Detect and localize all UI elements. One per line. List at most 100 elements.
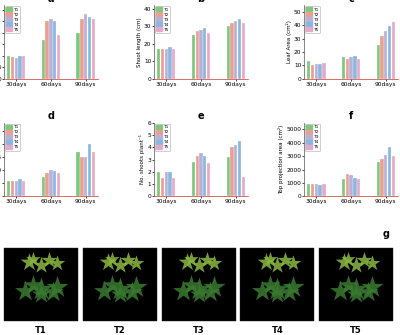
Point [274,291,281,297]
Point [266,282,273,288]
Point [345,282,352,288]
Text: T3: T3 [193,326,204,335]
Bar [380,159,384,196]
Point [345,257,352,262]
Bar [88,16,91,79]
Point [117,262,123,268]
Bar [11,57,14,79]
Point [117,291,123,297]
Text: b: b [198,0,204,4]
FancyBboxPatch shape [319,248,393,321]
FancyBboxPatch shape [4,248,78,321]
Point [109,257,115,262]
Bar [242,177,245,196]
Bar [311,184,314,196]
Bar [57,35,60,79]
Bar [238,19,241,79]
Bar [161,49,164,79]
Bar [157,172,160,196]
Point [258,288,265,293]
Bar [76,33,80,79]
Bar [238,141,241,196]
Text: T1: T1 [35,326,47,335]
Bar [392,22,395,79]
Text: e: e [198,111,204,121]
Bar [346,59,349,79]
Bar [242,22,245,79]
Point [361,258,367,263]
Y-axis label: Leaf Area (cm²): Leaf Area (cm²) [286,20,292,63]
Bar [7,56,10,79]
Bar [18,56,22,79]
Point [365,290,371,295]
Bar [388,26,391,79]
Bar [207,33,210,79]
Bar [18,179,22,196]
Text: c: c [348,0,354,4]
Bar [49,19,52,79]
Point [196,286,202,291]
Point [353,286,360,291]
Point [262,260,269,265]
Point [50,290,56,295]
Point [184,260,190,265]
Bar [22,181,25,196]
FancyBboxPatch shape [83,248,157,321]
Bar [14,58,18,79]
Point [207,290,214,295]
Point [38,262,44,268]
Bar [353,56,356,79]
Bar [322,184,326,196]
Legend: T1, T2, T3, T4, T5: T1, T2, T3, T4, T5 [305,124,320,151]
Bar [318,64,322,79]
Bar [168,47,172,79]
Point [196,262,202,268]
Point [54,260,60,266]
Bar [380,36,384,79]
Bar [88,144,91,196]
Bar [377,45,380,79]
Bar [203,28,206,79]
Bar [192,162,195,196]
Bar [196,31,199,79]
Bar [315,184,318,196]
Point [128,290,135,295]
Bar [164,172,168,196]
Bar [80,157,84,196]
Bar [311,65,314,79]
Point [369,284,375,289]
Point [54,284,60,289]
Point [30,257,36,262]
Bar [14,181,18,196]
Bar [11,181,14,196]
Point [101,288,107,293]
Legend: T1, T2, T3, T4, T5: T1, T2, T3, T4, T5 [155,124,170,151]
Bar [226,157,230,196]
Bar [207,163,210,196]
Bar [342,179,345,196]
Text: T2: T2 [114,326,126,335]
Point [353,291,360,297]
Point [109,282,115,288]
Bar [199,153,203,196]
Bar [353,178,356,196]
Bar [234,21,238,79]
Text: T5: T5 [350,326,362,335]
Text: a: a [48,0,54,4]
Point [196,291,202,297]
Bar [350,57,353,79]
Bar [92,152,95,196]
Bar [392,156,395,196]
Bar [49,170,52,196]
Bar [164,49,168,79]
Bar [46,173,49,196]
Legend: T1, T2, T3, T4, T5: T1, T2, T3, T4, T5 [305,6,320,33]
Bar [84,14,87,79]
Bar [42,177,45,196]
Bar [42,40,45,79]
Point [341,260,348,265]
Bar [168,172,172,196]
Bar [342,57,345,79]
Point [22,288,28,293]
Point [188,282,194,288]
